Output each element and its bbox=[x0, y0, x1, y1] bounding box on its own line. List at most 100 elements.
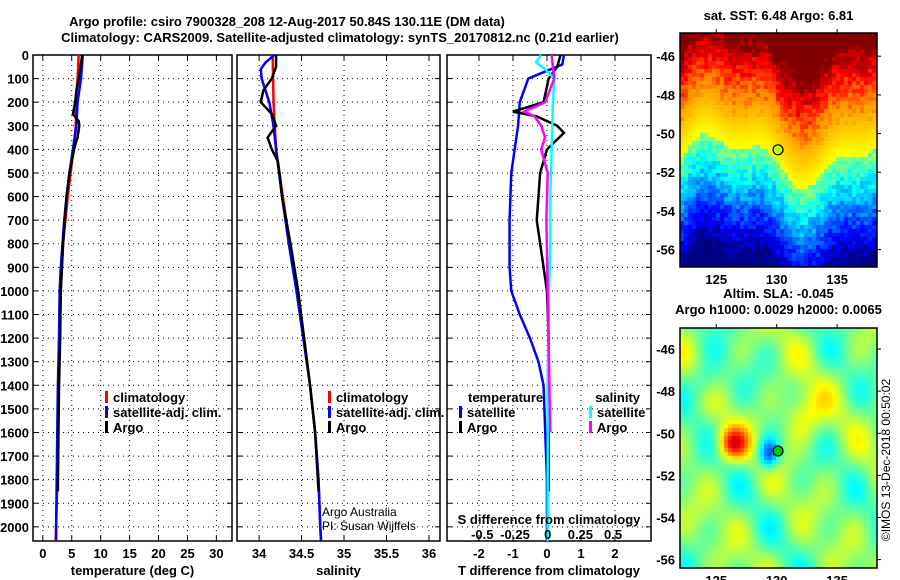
map-y-tick-label: -54 bbox=[656, 510, 676, 525]
plot-frame bbox=[446, 54, 652, 542]
legend-label: satellite bbox=[597, 405, 645, 420]
y-tick-label: 400 bbox=[7, 142, 29, 157]
series-line-s-satellite bbox=[534, 54, 556, 541]
map-x-tick-label: 135 bbox=[826, 573, 848, 580]
legend-label: Argo bbox=[597, 420, 627, 435]
y-tick-label: 100 bbox=[7, 72, 29, 87]
x-tick-label: 34 bbox=[252, 546, 267, 561]
map-frame bbox=[679, 327, 878, 569]
map-frame bbox=[679, 32, 878, 268]
x-tick-label: 20 bbox=[151, 546, 165, 561]
y-tick-label: 600 bbox=[7, 190, 29, 205]
copyright-text: ©IMOS 13-Dec-2018 00:50:02 bbox=[879, 379, 893, 542]
panel-salinity bbox=[236, 54, 441, 542]
y-tick-label: 2000 bbox=[0, 520, 29, 535]
y-tick-label: 1400 bbox=[0, 378, 29, 393]
y-tick-label: 800 bbox=[7, 237, 29, 252]
map-y-tick-label: -50 bbox=[656, 426, 675, 441]
map-subtitle: Argo h1000: 0.0029 h2000: 0.0065 bbox=[675, 302, 882, 317]
map-x-tick-label: 125 bbox=[705, 272, 727, 287]
x-tick-label: 5 bbox=[68, 546, 75, 561]
legend-label: climatology bbox=[336, 390, 409, 405]
legend-label: satellite bbox=[467, 405, 515, 420]
x-tick-label: 36 bbox=[422, 546, 436, 561]
y-tick-label: 1500 bbox=[0, 402, 29, 417]
x-axis-label: T difference from climatology bbox=[458, 563, 641, 578]
map-y-tick-label: -52 bbox=[656, 468, 675, 483]
plot-frame bbox=[32, 54, 233, 542]
map-y-tick-label: -48 bbox=[656, 384, 675, 399]
y-tick-label: 1200 bbox=[0, 331, 29, 346]
s-axis-label: S difference from climatology bbox=[458, 512, 642, 527]
pi-text: PI: Susan Wijffels bbox=[322, 519, 416, 533]
s-tick-label: 0 bbox=[544, 527, 551, 542]
y-tick-label: 0 bbox=[22, 48, 29, 63]
legend-swatch bbox=[459, 406, 462, 418]
map-y-tick-label: -56 bbox=[656, 553, 675, 568]
legend-swatch bbox=[328, 406, 331, 418]
y-tick-label: 1000 bbox=[0, 284, 29, 299]
legend-swatch bbox=[589, 406, 592, 418]
s-tick-label: 0.5 bbox=[604, 527, 622, 542]
s-tick-label: 0.25 bbox=[568, 527, 593, 542]
y-tick-label: 1900 bbox=[0, 496, 29, 511]
y-tick-label: 700 bbox=[7, 213, 29, 228]
series-line-argo bbox=[56, 54, 84, 492]
map-y-tick-label: -52 bbox=[656, 165, 675, 180]
x-axis-label: salinity bbox=[316, 563, 362, 578]
map-x-tick-label: 130 bbox=[766, 272, 788, 287]
legend-label: Argo bbox=[467, 420, 497, 435]
s-tick-label: -0.5 bbox=[471, 527, 493, 542]
x-tick-label: 0 bbox=[39, 546, 46, 561]
map-x-tick-label: 125 bbox=[705, 573, 727, 580]
map-y-tick-label: -56 bbox=[656, 243, 675, 258]
map-title: Altim. SLA: -0.045 bbox=[723, 286, 834, 301]
x-tick-label: 15 bbox=[122, 546, 136, 561]
legend-title-temperature: temperature bbox=[468, 390, 543, 405]
legend-swatch bbox=[105, 406, 108, 418]
map-y-tick-label: -46 bbox=[656, 342, 675, 357]
legend-label: satellite-adj. clim. bbox=[113, 405, 221, 420]
legend-title-salinity: salinity bbox=[595, 390, 641, 405]
x-tick-label: -2 bbox=[473, 546, 485, 561]
x-tick-label: 2 bbox=[611, 546, 618, 561]
x-tick-label: 0 bbox=[543, 546, 550, 561]
panel-temperature bbox=[32, 54, 233, 542]
y-tick-label: 500 bbox=[7, 166, 29, 181]
legend-swatch bbox=[328, 421, 331, 433]
y-tick-label: 1700 bbox=[0, 449, 29, 464]
legend-label: Argo bbox=[113, 420, 143, 435]
y-tick-label: 1100 bbox=[1, 308, 29, 323]
series-line-argo bbox=[259, 55, 320, 492]
legend-swatch bbox=[328, 391, 331, 403]
map-title: sat. SST: 6.48 Argo: 6.81 bbox=[704, 8, 854, 23]
x-tick-label: -1 bbox=[507, 546, 519, 561]
series-line-satellite-adj--clim- bbox=[259, 54, 323, 542]
legend-swatch bbox=[105, 391, 108, 403]
panel-difference bbox=[446, 54, 652, 542]
plot-frame bbox=[236, 54, 441, 542]
title-line-2: Climatology: CARS2009. Satellite-adjuste… bbox=[61, 30, 619, 45]
legend-label: satellite-adj. clim. bbox=[336, 405, 444, 420]
y-tick-label: 900 bbox=[7, 260, 29, 275]
x-tick-label: 35.5 bbox=[374, 546, 399, 561]
legend-label: Argo bbox=[336, 420, 366, 435]
map-x-tick-label: 130 bbox=[766, 573, 788, 580]
legend-label: climatology bbox=[113, 390, 186, 405]
map-y-tick-label: -48 bbox=[656, 88, 675, 103]
x-axis-label: temperature (deg C) bbox=[71, 563, 195, 578]
series-line-s-argo bbox=[521, 54, 556, 433]
legend-swatch bbox=[589, 421, 592, 433]
series-line-t-argo bbox=[512, 54, 566, 492]
x-tick-label: 34.5 bbox=[289, 546, 314, 561]
y-tick-label: 1800 bbox=[0, 473, 29, 488]
x-tick-label: 1 bbox=[577, 546, 584, 561]
series-line-t-satellite bbox=[508, 54, 566, 541]
title-line-1: Argo profile: csiro 7900328_208 12-Aug-2… bbox=[69, 14, 505, 29]
y-tick-label: 300 bbox=[7, 119, 29, 134]
x-tick-label: 30 bbox=[209, 546, 223, 561]
y-tick-label: 200 bbox=[7, 95, 29, 110]
y-tick-label: 1300 bbox=[0, 355, 29, 370]
